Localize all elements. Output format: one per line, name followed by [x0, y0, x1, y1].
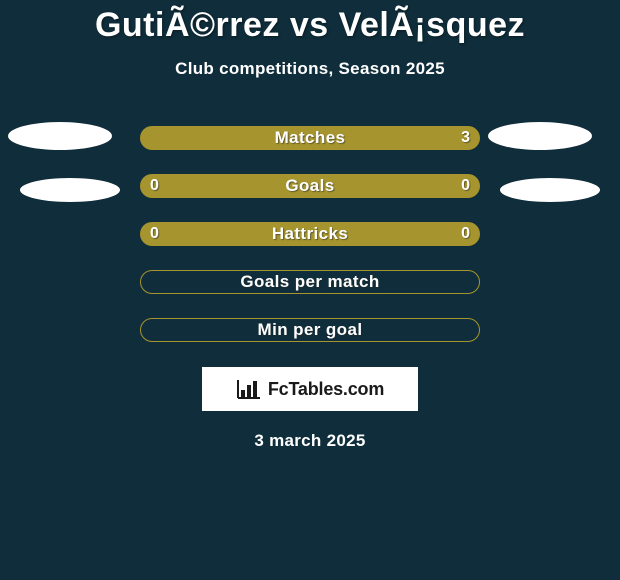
stat-value-left: 0 — [150, 225, 159, 243]
stat-bar: 0 Hattricks 0 — [140, 222, 480, 246]
stat-row: Matches 3 — [0, 125, 620, 151]
stat-row: Min per goal — [0, 317, 620, 343]
stat-bar: 0 Goals 0 — [140, 174, 480, 198]
page-subtitle: Club competitions, Season 2025 — [0, 59, 620, 79]
stat-rows: Matches 3 0 Goals 0 0 Hattricks 0 Goals per matc… — [0, 125, 620, 343]
page-title: GutiÃ©rrez vs VelÃ¡squez — [0, 6, 620, 45]
stat-row: 0 Goals 0 — [0, 173, 620, 199]
stat-bar: Goals per match — [140, 270, 480, 294]
stat-bar: Min per goal — [140, 318, 480, 342]
stat-label: Goals per match — [240, 272, 379, 292]
stat-value-right: 3 — [461, 129, 470, 147]
stat-bar: Matches 3 — [140, 126, 480, 150]
stat-value-left: 0 — [150, 177, 159, 195]
stat-row: Goals per match — [0, 269, 620, 295]
stat-row: 0 Hattricks 0 — [0, 221, 620, 247]
stat-label: Matches — [275, 128, 346, 148]
stat-label: Goals — [285, 176, 334, 196]
stat-value-right: 0 — [461, 177, 470, 195]
logo-text: FcTables.com — [268, 379, 384, 400]
comparison-infographic: GutiÃ©rrez vs VelÃ¡squez Club competitio… — [0, 0, 620, 580]
stat-label: Min per goal — [258, 320, 363, 340]
bar-chart-icon — [236, 378, 262, 400]
stat-label: Hattricks — [272, 224, 348, 244]
stat-value-right: 0 — [461, 225, 470, 243]
date-label: 3 march 2025 — [0, 431, 620, 451]
source-logo: FcTables.com — [202, 367, 418, 411]
